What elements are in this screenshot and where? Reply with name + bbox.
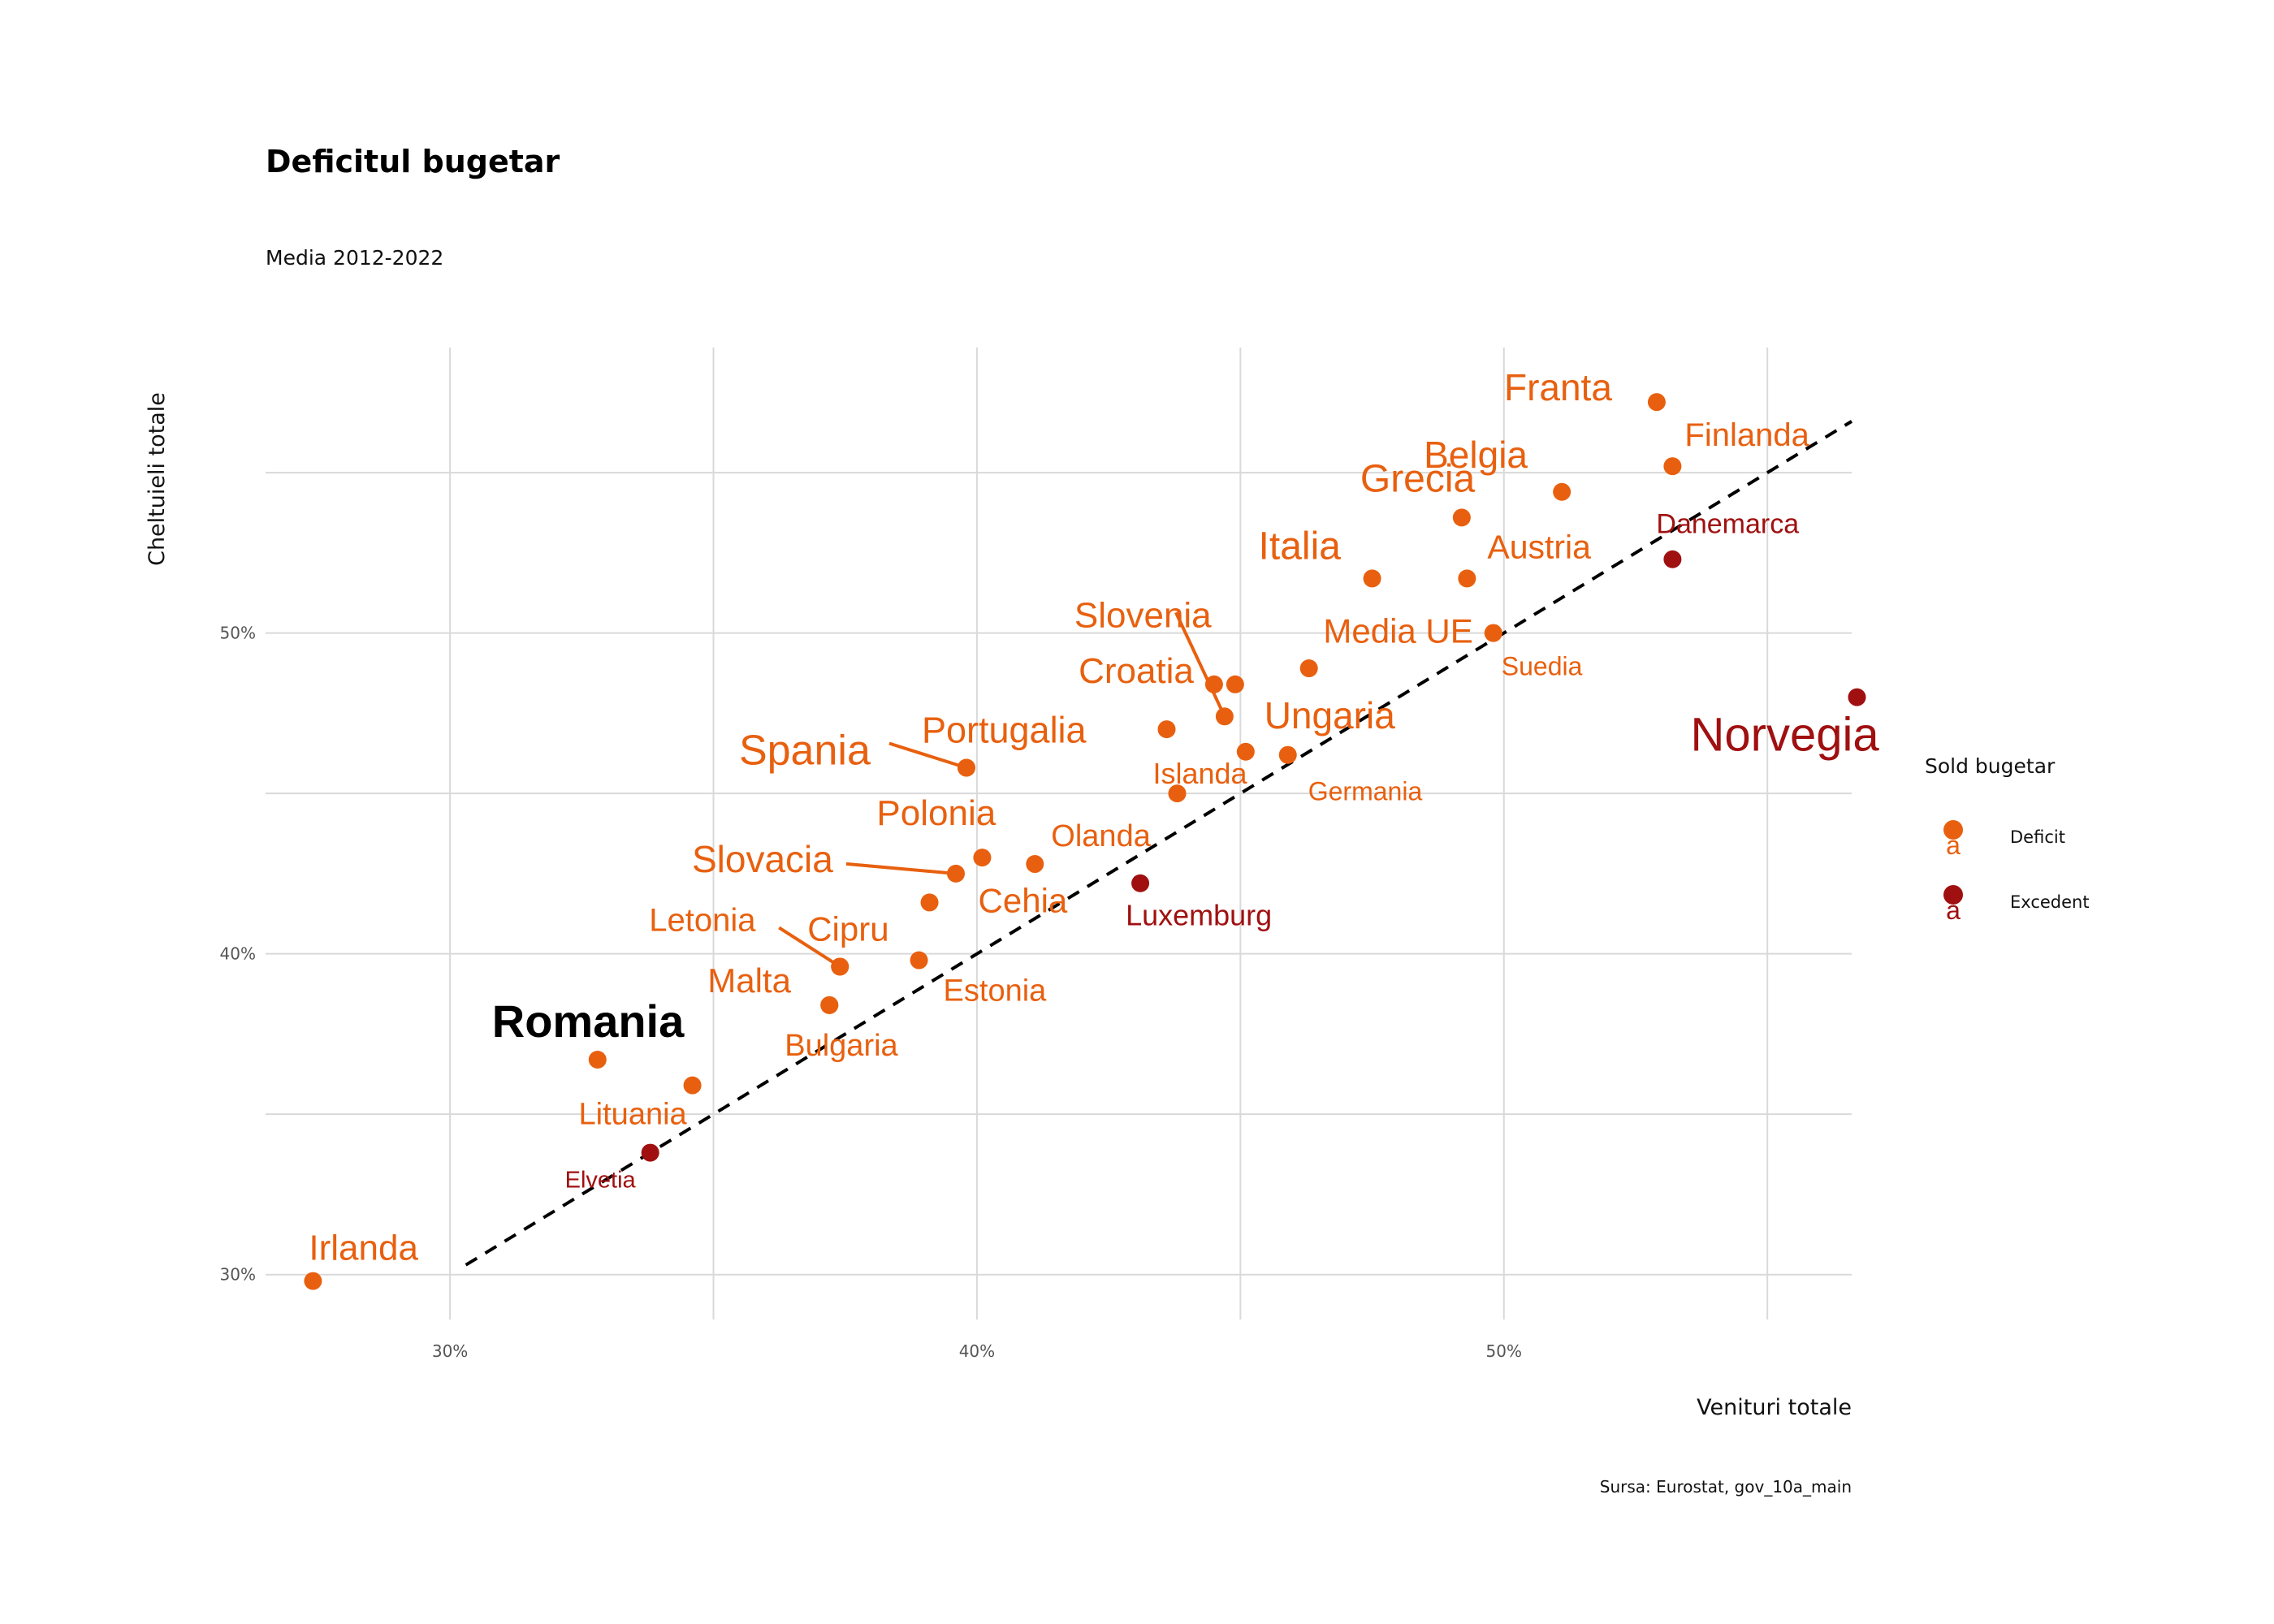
data-point [910,951,928,970]
data-point [1157,720,1176,739]
point-label: Irlanda [309,1229,418,1268]
data-point [957,758,975,777]
data-point [1204,675,1223,693]
data-point [683,1076,702,1095]
grid [266,348,1852,1320]
point-label: Slovenia [1074,595,1212,635]
point-label: Danemarca [1656,509,1799,540]
point-label: Estonia [944,974,1048,1009]
legend-key-glyph: a [1946,896,1961,925]
data-point [1848,688,1866,706]
data-point [304,1272,322,1290]
data-points [304,393,1866,1290]
point-label: Media UE [1323,612,1472,650]
point-label: Croatia [1079,651,1194,691]
point-label: Elvetia [565,1168,637,1194]
data-point [1663,457,1682,476]
data-point [1215,707,1234,726]
data-point [1026,855,1044,874]
point-label: Germania [1308,777,1423,806]
point-label: Malta [707,961,791,1000]
data-point [588,1051,607,1069]
x-tick-label: 30% [432,1341,468,1361]
point-label: Italia [1259,525,1342,568]
legend-label: Deficit [2010,827,2065,847]
point-label: Austria [1487,528,1591,565]
legend-title: Sold bugetar [1925,754,2056,778]
point-label: Letonia [649,902,756,938]
point-label: Grecia [1360,457,1476,500]
point-label: Romania [492,996,685,1047]
data-point [1168,784,1187,803]
point-label: Cehia [979,881,1068,919]
leader-lines [778,611,1226,969]
point-label: Lituania [579,1098,688,1132]
data-point [1458,569,1476,588]
data-point [1484,624,1502,642]
data-point [1226,675,1244,693]
data-point [820,996,839,1014]
y-tick-label: 40% [220,944,256,964]
point-label: Portugalia [922,710,1087,751]
axis-ticks: 30% 40% 50% 30% 40% 50% [220,624,1522,1361]
leader-line [888,741,967,770]
data-point [1553,482,1571,501]
legend-label: Excedent [2010,892,2090,912]
data-point [1299,659,1318,678]
y-tick-label: 30% [220,1265,256,1285]
data-point [1236,742,1255,761]
point-label: Ungaria [1265,694,1396,736]
point-label: Polonia [876,793,996,833]
x-tick-label: 50% [1486,1341,1522,1361]
data-point [1452,508,1471,527]
data-point [1663,550,1682,568]
data-point [920,893,939,912]
x-tick-label: 40% [959,1341,995,1361]
point-label: Cipru [807,909,888,948]
leader-line [778,926,841,969]
legend: Sold bugetar a Deficit a Excedent [1925,754,2090,925]
chart-title: Deficitul bugetar [266,144,560,179]
legend-key-point [1943,820,1963,840]
leader-line [845,862,957,875]
chart-subtitle: Media 2012-2022 [266,246,443,270]
data-point [831,957,850,976]
point-label: Luxemburg [1126,899,1272,932]
data-point [1131,874,1150,892]
point-label: Islanda [1152,757,1247,790]
point-label: Norvegia [1690,709,1879,762]
chart-caption: Sursa: Eurostat, gov_10a_main [1600,1477,1852,1497]
leader-line [1174,611,1226,718]
data-point [946,864,965,883]
data-point [973,849,992,867]
legend-key-point [1943,885,1963,905]
data-point [1647,393,1666,412]
point-label: Finlanda [1684,417,1809,453]
point-label: Belgia [1424,434,1528,476]
point-label: Suedia [1502,652,1583,681]
legend-key-glyph: a [1946,831,1961,860]
point-label: Olanda [1051,819,1151,853]
point-label: Franta [1504,366,1612,408]
reference-line [465,420,1853,1267]
point-label: Slovacia [692,838,833,880]
data-point [641,1143,659,1162]
point-label: Spania [739,728,871,775]
y-axis-title: Cheltuieli totale [145,392,170,566]
data-point [1363,569,1381,588]
x-axis-title: Venituri totale [1697,1395,1852,1420]
data-point [1278,745,1297,764]
y-tick-label: 50% [220,624,256,643]
reference-line-group [465,420,1853,1267]
point-label: Bulgaria [785,1029,898,1063]
